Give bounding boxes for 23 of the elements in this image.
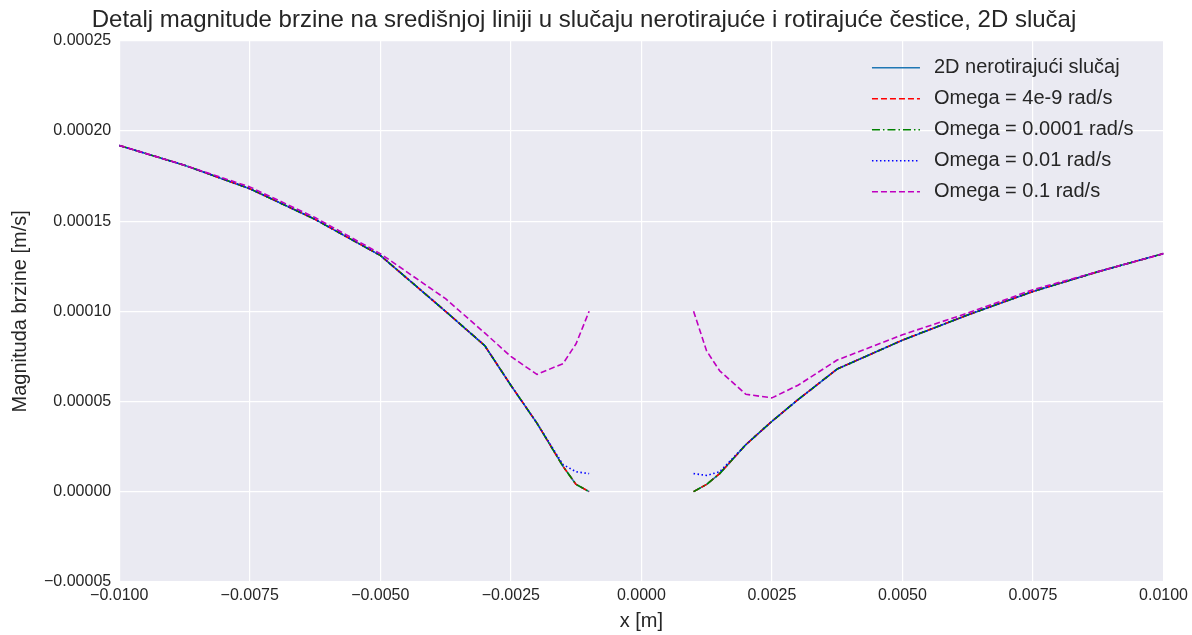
x-tick-label: 0.0075 [1008,585,1058,603]
y-tick-label: 0.00000 [53,482,112,500]
x-tick-label: −0.0025 [481,585,541,603]
legend-label: Omega = 0.1 rad/s [933,179,1101,202]
y-tick-label: 0.00025 [53,31,112,49]
legend-label: 2D nerotirajući slučaj [933,55,1120,78]
y-tick-label: 0.00020 [53,121,112,139]
x-tick-label: 0.0100 [1139,585,1189,603]
x-axis-title: x [m] [619,608,664,631]
x-tick-label: −0.0075 [220,585,279,603]
x-tick-label: 0.0025 [747,585,797,603]
y-tick-label: 0.00005 [53,391,112,409]
y-tick-label: 0.00010 [53,301,112,319]
chart-title: Detalj magnitude brzine na središnjoj liniji u slučaju nerotirajuće i rotirajuće čestice, 2D slučaj [91,5,1077,33]
x-tick-label: 0.0000 [616,585,666,603]
x-tick-label: −0.0050 [351,585,410,603]
legend-label: Omega = 0.01 rad/s [933,148,1112,171]
x-tick-label: 0.0050 [877,585,928,603]
y-tick-label: 0.00015 [53,211,112,229]
y-axis-title: Magnituda brzine [m/s] [7,210,30,413]
legend-label: Omega = 0.0001 rad/s [933,117,1134,140]
x-tick-label: −0.0100 [90,585,149,603]
legend-label: Omega = 4e-9 rad/s [933,86,1113,109]
